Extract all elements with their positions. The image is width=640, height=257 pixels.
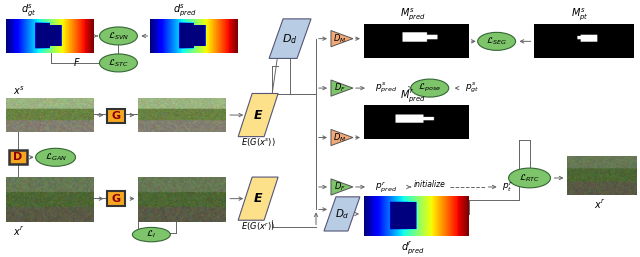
Text: $E(G(x^s))$: $E(G(x^s))$	[241, 136, 276, 148]
Text: $\mathcal{L}_{RTC}$: $\mathcal{L}_{RTC}$	[519, 172, 540, 184]
Text: $\mathcal{L}_{pose}$: $\mathcal{L}_{pose}$	[418, 82, 442, 94]
Ellipse shape	[411, 79, 449, 97]
Polygon shape	[238, 94, 278, 137]
Text: $d_{pred}^r$: $d_{pred}^r$	[401, 239, 425, 256]
Text: $\mathcal{L}_{SVN}$: $\mathcal{L}_{SVN}$	[108, 30, 129, 42]
Text: $p_{gt}^s$: $p_{gt}^s$	[465, 81, 479, 95]
Polygon shape	[331, 130, 353, 146]
Text: E: E	[254, 108, 262, 122]
Text: $p_t^r$: $p_t^r$	[502, 180, 513, 194]
FancyBboxPatch shape	[9, 150, 27, 164]
Polygon shape	[269, 19, 311, 58]
Ellipse shape	[509, 168, 550, 188]
Text: $p_{pred}^r$: $p_{pred}^r$	[375, 180, 397, 194]
Text: G: G	[112, 194, 121, 204]
Polygon shape	[238, 177, 278, 220]
Text: $d_{pred}^s$: $d_{pred}^s$	[173, 2, 197, 17]
Polygon shape	[324, 197, 360, 231]
Text: $D_d$: $D_d$	[282, 32, 298, 45]
Text: $\mathcal{L}_{I}$: $\mathcal{L}_{I}$	[147, 229, 156, 240]
Text: $E(G(x^r))$: $E(G(x^r))$	[241, 220, 275, 233]
Ellipse shape	[477, 32, 516, 50]
Text: $x^r$: $x^r$	[13, 225, 24, 238]
Ellipse shape	[132, 227, 170, 242]
Text: $\mathcal{L}_{SEG}$: $\mathcal{L}_{SEG}$	[486, 36, 507, 47]
Text: $D_M$: $D_M$	[333, 32, 346, 45]
Polygon shape	[331, 31, 353, 47]
Ellipse shape	[99, 27, 138, 45]
Text: $M_{pred}^r$: $M_{pred}^r$	[400, 88, 426, 104]
Text: G: G	[112, 111, 121, 121]
Text: D: D	[13, 152, 22, 162]
Text: $\mathcal{L}_{STC}$: $\mathcal{L}_{STC}$	[108, 57, 129, 69]
Text: $D_d$: $D_d$	[335, 207, 349, 221]
FancyBboxPatch shape	[108, 191, 125, 206]
Text: $M_{pred}^s$: $M_{pred}^s$	[400, 6, 426, 22]
Text: $p_{pred}^s$: $p_{pred}^s$	[375, 81, 397, 95]
Text: $\mathcal{L}_{GAN}$: $\mathcal{L}_{GAN}$	[45, 152, 67, 163]
Text: $D_F$: $D_F$	[334, 181, 346, 193]
Ellipse shape	[36, 148, 76, 166]
Polygon shape	[331, 80, 353, 96]
Text: $D_F$: $D_F$	[334, 82, 346, 94]
Text: $d_{gt}^s$: $d_{gt}^s$	[21, 2, 36, 17]
Text: $M_{pt}^s$: $M_{pt}^s$	[571, 6, 588, 22]
Ellipse shape	[99, 54, 138, 72]
Text: $x^r$: $x^r$	[593, 198, 605, 211]
Text: $D_M$: $D_M$	[333, 131, 346, 144]
Text: $F$: $F$	[73, 56, 81, 68]
Polygon shape	[331, 179, 353, 195]
FancyBboxPatch shape	[108, 109, 125, 123]
Text: E: E	[254, 192, 262, 205]
Text: $x^s$: $x^s$	[13, 84, 24, 97]
Text: initialize: initialize	[414, 180, 445, 189]
